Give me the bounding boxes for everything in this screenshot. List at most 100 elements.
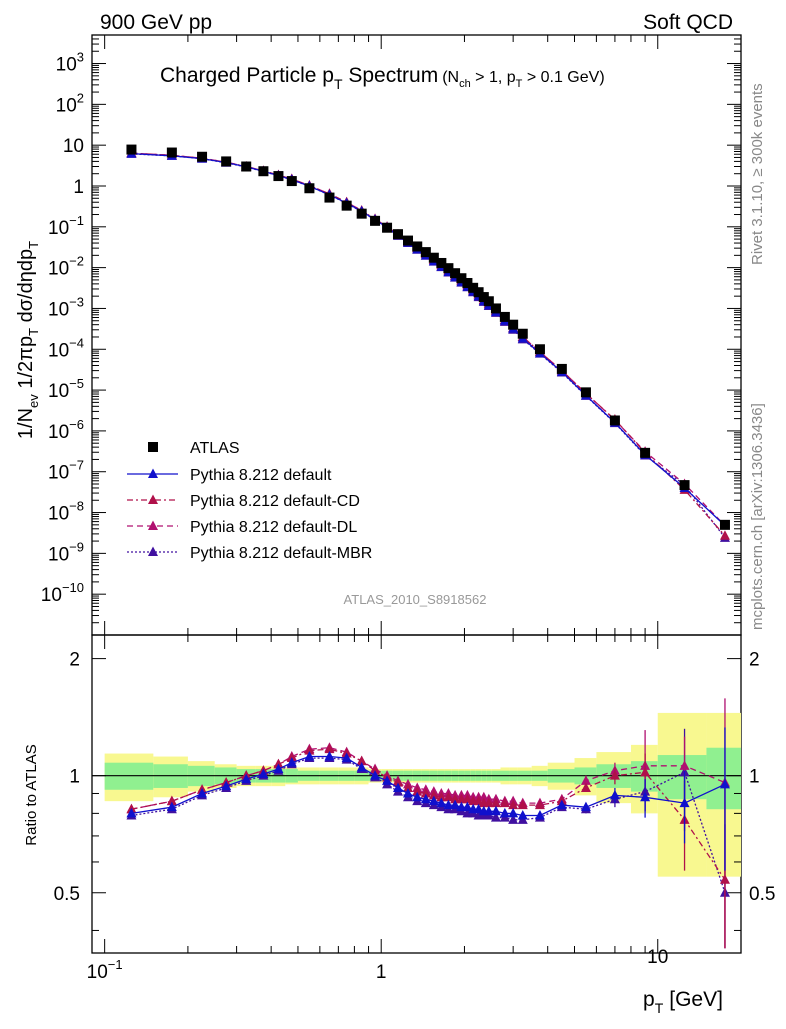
ratio-point-1	[436, 791, 447, 802]
ratio-point-0	[370, 770, 381, 780]
atlas-data-point	[428, 252, 439, 263]
ratio-point-0	[221, 780, 232, 791]
y-tick-label-ratio-right: 1	[749, 767, 760, 788]
atlas-data-point	[436, 257, 447, 268]
atlas-data-point	[420, 247, 431, 258]
atlas-data-point	[403, 235, 414, 246]
atlas-data-point	[382, 222, 393, 233]
ratio-point-1	[304, 745, 315, 755]
ratio-point-0	[241, 773, 252, 784]
x-axis-label: pT [GeV]	[643, 988, 723, 1016]
atlas-data-point	[462, 278, 473, 289]
ratio-point-0	[392, 782, 403, 792]
x-tick-label: 1	[376, 962, 387, 983]
y-tick-label-main: 10−9	[48, 539, 84, 565]
atlas-data-point	[609, 415, 620, 426]
y-axis-label-main: 1/Nev 1/2πpT dσ/dηdpT	[15, 241, 41, 439]
atlas-data-point	[483, 296, 494, 307]
ratio-point-1	[324, 743, 335, 754]
ratio-point-0	[483, 805, 494, 816]
ratio-point-1	[490, 797, 501, 808]
ratio-point-0	[420, 793, 431, 804]
band-inner-bin	[706, 747, 741, 810]
legend-marker	[148, 520, 158, 530]
atlas-data-point	[580, 387, 591, 398]
ratio-point-1	[719, 874, 730, 884]
legend-marker	[148, 468, 158, 478]
ratio-point-1	[609, 770, 620, 780]
y-tick-label-main: 102	[56, 90, 84, 116]
atlas-data-point	[450, 268, 461, 279]
ratio-point-0	[499, 807, 510, 818]
legend-marker-atlas	[148, 442, 158, 452]
y-tick-label-main: 10−6	[48, 417, 84, 443]
header-right: Soft QCD	[643, 11, 733, 34]
ratio-point-0	[462, 801, 473, 812]
mcplots-label: mcplots.cern.ch [arXiv:1306.3436]	[749, 403, 766, 630]
header-left: 900 GeV pp	[100, 11, 212, 34]
y-tick-label-main: 10−8	[48, 499, 84, 525]
y-tick-label-main: 1	[73, 177, 84, 198]
legend-label: ATLAS	[190, 440, 240, 457]
atlas-data-point	[221, 156, 232, 167]
ratio-point-0	[719, 778, 730, 789]
atlas-data-point	[392, 229, 403, 240]
ratio-point-1	[580, 782, 591, 792]
ratio-point-0	[341, 752, 352, 763]
ratio-point-0	[166, 801, 177, 812]
ratio-point-0	[126, 807, 137, 818]
atlas-data-point	[640, 447, 651, 458]
y-tick-label-ratio: 1	[69, 767, 80, 788]
ratio-point-0	[382, 775, 393, 785]
ratio-point-3	[508, 814, 519, 824]
atlas-data-point	[534, 344, 545, 355]
atlas-data-point	[456, 273, 467, 284]
ratio-point-2	[679, 760, 690, 770]
ratio-point-1	[534, 799, 545, 810]
atlas-data-point	[273, 171, 284, 182]
ratio-point-1	[483, 797, 494, 808]
ratio-point-0	[412, 791, 423, 802]
y-tick-label-main: 10	[63, 136, 84, 157]
ratio-point-1	[403, 782, 414, 792]
atlas-data-point	[556, 363, 567, 374]
analysis-id: ATLAS_2010_S8918562	[344, 592, 487, 607]
y-tick-label-ratio-right: 0.5	[749, 884, 775, 905]
atlas-data-point	[241, 161, 252, 172]
ratio-point-0	[286, 757, 297, 767]
ratio-point-1	[508, 799, 519, 810]
atlas-data-point	[517, 328, 528, 339]
ratio-point-0	[197, 787, 208, 798]
legend-marker	[148, 494, 158, 504]
ratio-point-0	[508, 807, 519, 818]
ratio-point-0	[443, 799, 454, 810]
atlas-data-point	[412, 241, 423, 252]
y-tick-label-main: 103	[56, 50, 84, 76]
ratio-uncertainty-bands	[104, 712, 741, 877]
ratio-point-1	[462, 793, 473, 804]
atlas-data-point	[679, 480, 690, 491]
ratio-point-0	[490, 805, 501, 816]
y-tick-label-ratio: 0.5	[54, 884, 80, 905]
ratio-point-0	[324, 751, 335, 761]
data-point-2	[719, 530, 730, 540]
y-tick-label-ratio-right: 2	[749, 650, 760, 671]
ratio-point-1	[473, 795, 484, 806]
legend: ATLAS Pythia 8.212 default Pythia 8.212 de…	[127, 440, 372, 562]
ratio-point-0	[609, 789, 620, 800]
ratio-point-1	[428, 789, 439, 800]
ratio-point-1	[356, 755, 367, 766]
axis-ticks: 10310210110−110−210−310−410−510−610−710−…	[41, 34, 775, 983]
atlas-data-point	[508, 319, 519, 330]
legend-label: Pythia 8.212 default	[190, 467, 332, 484]
ratio-point-0	[428, 795, 439, 806]
legend-label: Pythia 8.212 default-CD	[190, 493, 360, 510]
ratio-point-1	[450, 793, 461, 804]
plot-title: Charged Particle pT Spectrum (Nch > 1, pT…	[160, 64, 605, 92]
ratio-point-0	[473, 803, 484, 814]
ratio-point-0	[273, 763, 284, 774]
atlas-data-point	[499, 311, 510, 322]
ratio-point-2	[580, 775, 591, 785]
atlas-data-point	[166, 147, 177, 158]
